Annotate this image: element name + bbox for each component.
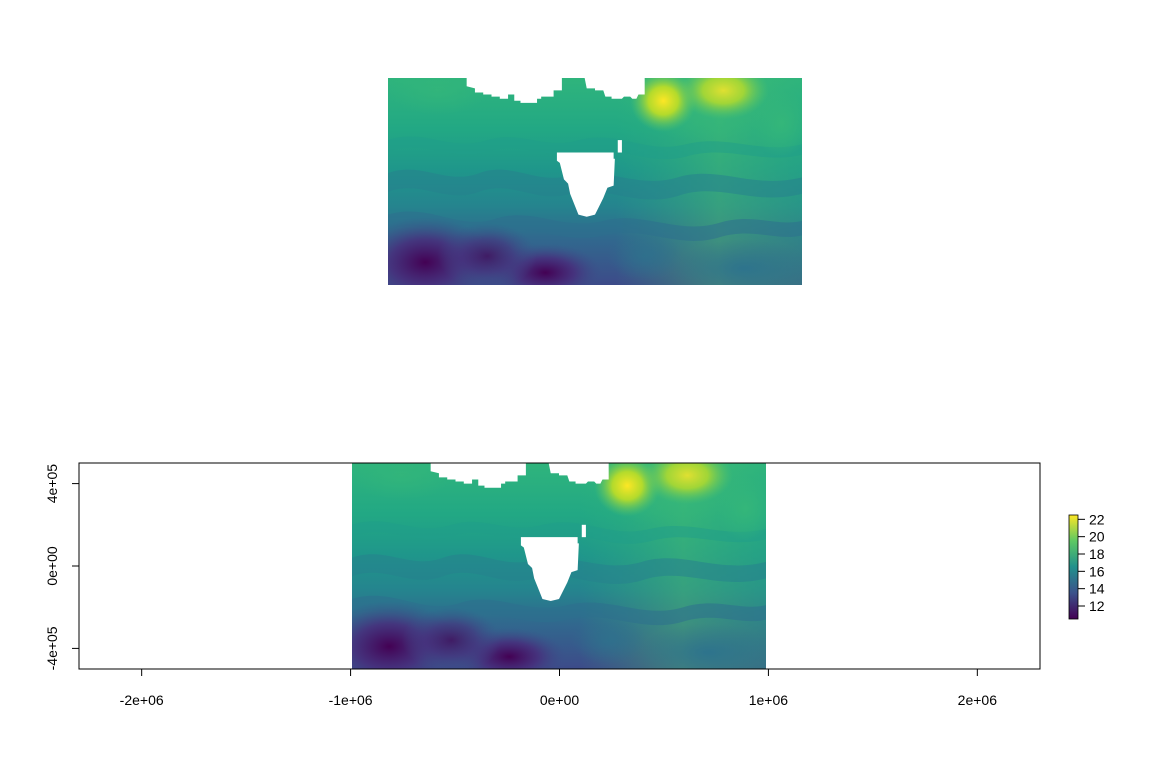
- y-axis: -4e+05 0e+00 4e+05: [44, 464, 80, 670]
- x-tick-label: -1e+06: [329, 692, 373, 708]
- bottom-raster-panel: -2e+06 -1e+06 0e+00 1e+06 2e+06 -4e+05 0e+00 4…: [44, 462, 1041, 708]
- x-tick-label: 2e+06: [958, 692, 998, 708]
- legend-colorbar: [1068, 514, 1079, 620]
- legend-tick-label: 14: [1089, 581, 1105, 597]
- top-raster-image: [388, 78, 802, 285]
- y-tick-label: 0e+00: [44, 546, 60, 586]
- legend-tick-label: 16: [1089, 563, 1105, 579]
- legend-tick-label: 22: [1089, 511, 1105, 527]
- legend-tick-label: 12: [1089, 598, 1105, 614]
- x-tick-label: 1e+06: [749, 692, 789, 708]
- x-tick-label: 0e+00: [540, 692, 580, 708]
- legend-tick-label: 20: [1089, 529, 1105, 545]
- legend-tick-label: 18: [1089, 546, 1105, 562]
- bottom-raster-image: [352, 463, 766, 669]
- x-axis: -2e+06 -1e+06 0e+00 1e+06 2e+06: [120, 668, 998, 708]
- y-tick-label: 4e+05: [44, 464, 60, 504]
- top-raster-panel: [388, 78, 802, 285]
- y-tick-label: -4e+05: [44, 626, 60, 670]
- x-tick-label: -2e+06: [120, 692, 164, 708]
